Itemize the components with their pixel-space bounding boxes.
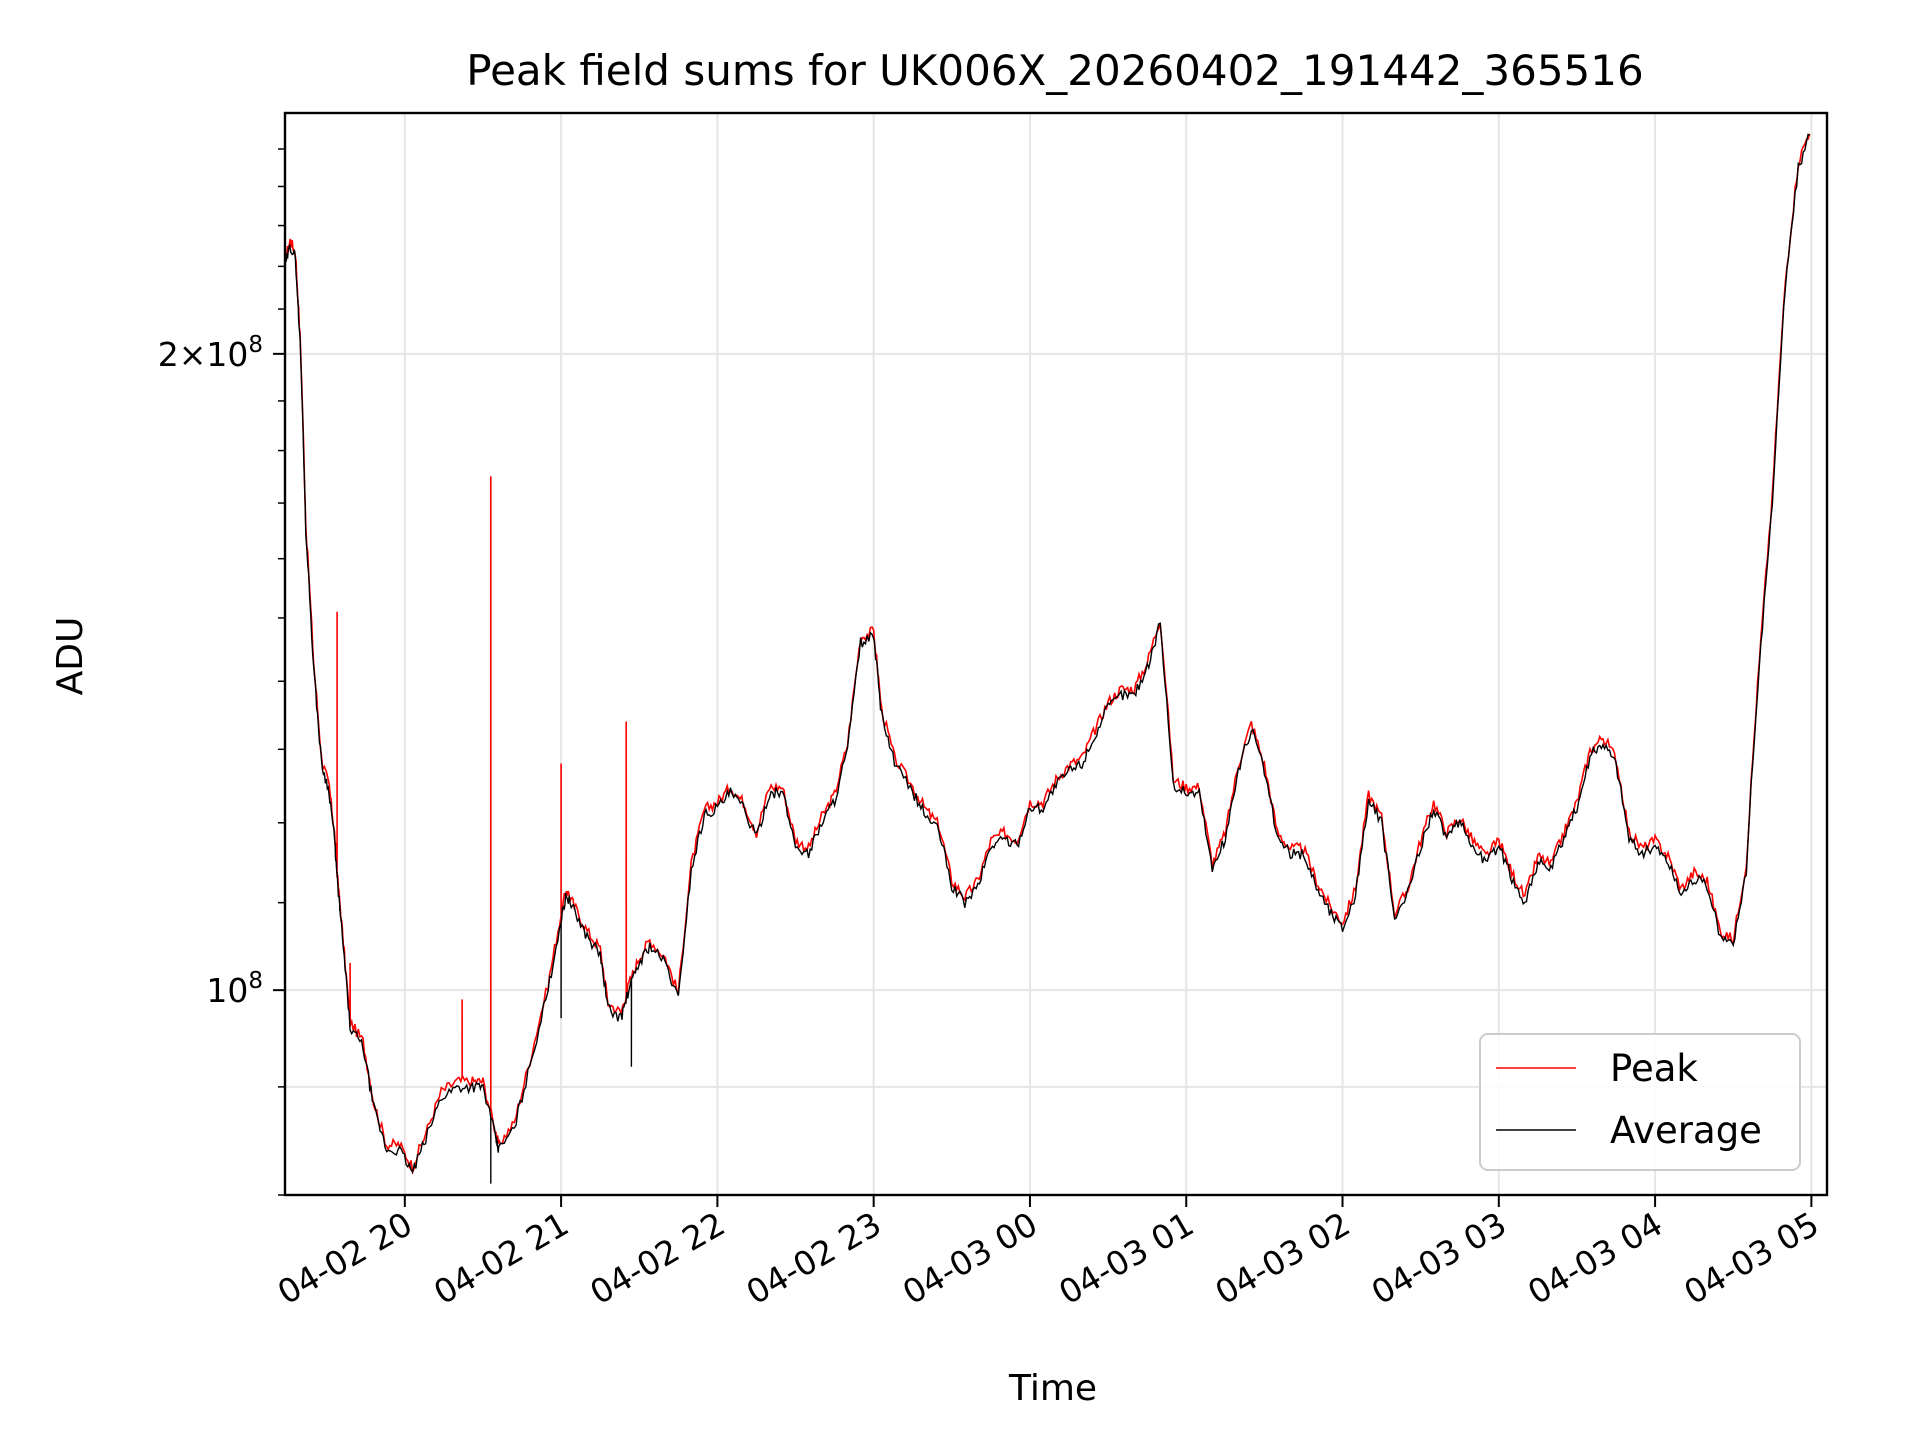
y-axis-label: ADU	[50, 617, 91, 696]
legend-label-average: Average	[1610, 1109, 1762, 1152]
x-tick-label: 04-03 00	[896, 1204, 1044, 1312]
grid	[285, 113, 1827, 1195]
y-tick-label: 108	[206, 968, 263, 1010]
x-tick-label: 04-03 03	[1365, 1204, 1513, 1312]
legend-label-peak: Peak	[1610, 1047, 1698, 1090]
x-tick-label: 04-03 05	[1677, 1204, 1825, 1312]
x-tick-label: 04-02 21	[427, 1204, 575, 1312]
legend: Peak Average	[1479, 1033, 1801, 1171]
x-tick-label: 04-02 23	[740, 1204, 888, 1312]
series-layer	[285, 133, 1811, 1184]
plot-area-frame	[283, 111, 1829, 1197]
x-tick-label: 04-03 01	[1052, 1204, 1200, 1312]
x-tick-label: 04-03 04	[1521, 1204, 1669, 1312]
series-line-average	[285, 133, 1810, 1184]
chart-title: Peak field sums for UK006X_20260402_1914…	[466, 46, 1643, 95]
x-tick-label: 04-03 02	[1209, 1204, 1357, 1312]
series-line-peak	[285, 133, 1811, 1175]
x-tick-label: 04-02 20	[271, 1204, 419, 1312]
x-tick-label: 04-02 22	[583, 1204, 731, 1312]
x-axis-label: Time	[1008, 1368, 1097, 1409]
y-tick-label: 2×108	[158, 332, 263, 374]
